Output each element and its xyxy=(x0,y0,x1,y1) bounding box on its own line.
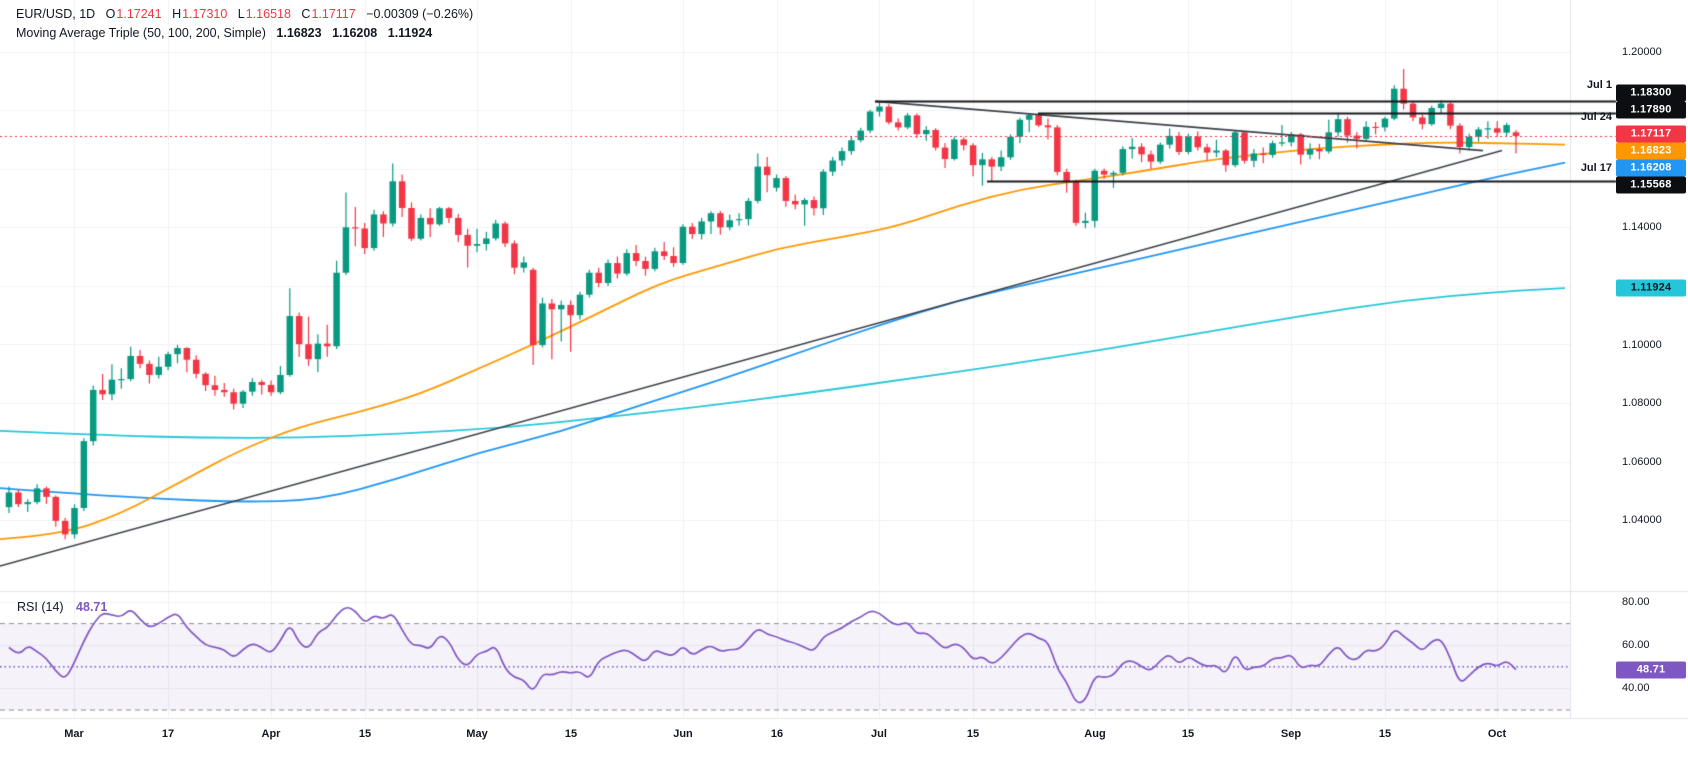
open-key: O xyxy=(105,7,116,21)
ma50-value: 1.16823 xyxy=(276,26,322,40)
close-key: C xyxy=(301,7,311,21)
price-axis-tick: 1.06000 xyxy=(1622,455,1662,468)
rsi-value: 48.71 xyxy=(76,600,108,614)
time-axis-tick: 15 xyxy=(564,728,578,740)
high-value: 1.17310 xyxy=(182,7,228,21)
hline-date-label[interactable]: Jul 24 xyxy=(1580,111,1612,123)
price-axis-tick: 1.04000 xyxy=(1622,514,1662,527)
rsi-title[interactable]: RSI xyxy=(17,600,38,614)
hline-date-label[interactable]: Jul 1 xyxy=(1586,79,1612,91)
price-axis-tick: 1.14000 xyxy=(1622,221,1662,234)
time-axis-tick: 15 xyxy=(358,728,372,740)
time-axis-tick: 17 xyxy=(161,728,175,740)
price-level-label: 1.15568 xyxy=(1616,176,1686,194)
hline-date-label[interactable]: Jul 17 xyxy=(1580,162,1612,174)
change-value: −0.00309 (−0.26%) xyxy=(366,7,474,21)
price-level-label: 1.18300 xyxy=(1616,84,1686,102)
price-level-label: 1.11924 xyxy=(1616,279,1686,297)
indicator-title[interactable]: Moving Average Triple (50, 100, 200, Sim… xyxy=(16,26,266,40)
price-axis-tick: 1.08000 xyxy=(1622,397,1662,410)
time-axis-tick: 15 xyxy=(1378,728,1392,740)
rsi-value-label: 48.71 xyxy=(1616,661,1686,679)
time-axis-tick: Sep xyxy=(1280,728,1302,740)
price-axis-tick: 1.20000 xyxy=(1622,45,1662,58)
time-axis-tick: 16 xyxy=(770,728,784,740)
time-axis-tick: 15 xyxy=(966,728,980,740)
rsi-axis-tick: 60.00 xyxy=(1622,639,1650,651)
symbol-title[interactable]: EUR/USD, 1D xyxy=(16,7,96,21)
ma100-value: 1.16208 xyxy=(332,26,378,40)
time-axis-tick: Oct xyxy=(1487,728,1507,740)
price-level-label: 1.17890 xyxy=(1616,101,1686,119)
high-key: H xyxy=(172,7,182,21)
rsi-axis-tick: 80.00 xyxy=(1622,596,1650,608)
rsi-legend[interactable]: RSI (14) 48.71 xyxy=(17,600,107,614)
time-axis-tick: 15 xyxy=(1181,728,1195,740)
close-value: 1.17117 xyxy=(311,7,356,21)
price-level-label: 1.17117 xyxy=(1616,125,1686,143)
time-axis-tick: Jun xyxy=(673,728,693,740)
price-level-label: 1.16823 xyxy=(1616,142,1686,160)
indicator-legend[interactable]: Moving Average Triple (50, 100, 200, Sim… xyxy=(16,26,432,40)
rsi-params: (14) xyxy=(41,600,64,614)
ma200-value: 1.11924 xyxy=(387,26,433,40)
low-key: L xyxy=(237,7,245,21)
time-axis-tick: May xyxy=(466,728,488,740)
time-axis-tick: Jul xyxy=(871,728,887,740)
low-value: 1.16518 xyxy=(245,7,291,21)
rsi-axis-tick: 40.00 xyxy=(1622,682,1650,694)
time-axis-tick: Apr xyxy=(261,728,281,740)
open-value: 1.17241 xyxy=(116,7,162,21)
price-level-label: 1.16208 xyxy=(1616,159,1686,177)
time-axis-tick: Mar xyxy=(64,728,84,740)
price-axis-tick: 1.10000 xyxy=(1622,338,1662,351)
symbol-legend[interactable]: EUR/USD, 1D O1.17241 H1.17310 L1.16518 C… xyxy=(16,7,473,21)
time-axis-tick: Aug xyxy=(1084,728,1106,740)
